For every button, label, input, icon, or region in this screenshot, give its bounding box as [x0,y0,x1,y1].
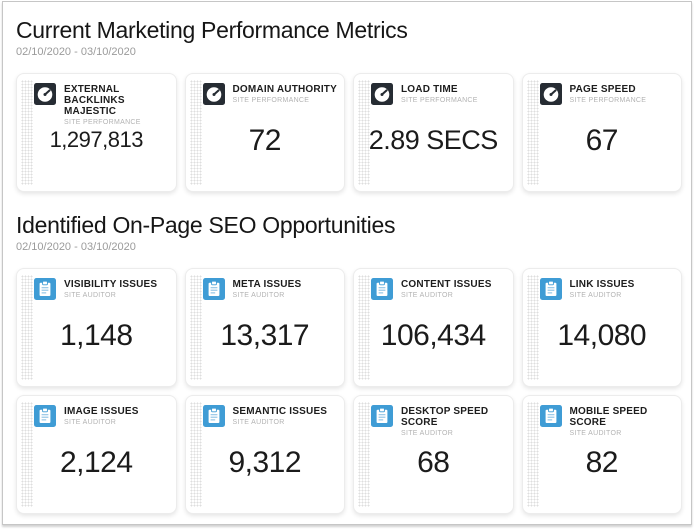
drag-handle[interactable] [526,80,539,185]
metric-source: SITE AUDITOR [232,419,285,426]
clipboard-icon [371,278,393,300]
drag-handle[interactable] [526,275,539,380]
clipboard-icon [34,405,56,427]
date-range: 02/10/2020 - 03/10/2020 [16,241,136,253]
metric-source: SITE AUDITOR [569,292,622,299]
metric-title: VISIBILITY ISSUES [64,279,158,290]
clipboard-icon [371,405,393,427]
drag-handle[interactable] [21,80,33,185]
metric-title: DOMAIN AUTHORITY [232,84,337,95]
metric-title: EXTERNAL BACKLINKS MAJESTIC [64,84,125,117]
metric-source: SITE AUDITOR [232,292,285,299]
clipboard-icon [540,278,562,300]
metric-value: 67 [585,124,619,157]
card-header: PAGE SPEED SITE PERFORMANCE [540,83,677,105]
gauge-icon [203,83,225,105]
card-header: CONTENT ISSUES SITE AUDITOR [371,278,508,300]
card-meta-issues[interactable]: META ISSUES SITE AUDITOR 13,317 [184,268,345,387]
card-visibility-issues[interactable]: VISIBILITY ISSUES SITE AUDITOR 1,148 [16,268,177,387]
gauge-icon [34,83,56,105]
card-link-issues[interactable]: LINK ISSUES SITE AUDITOR 14,080 [521,268,682,387]
section-title: Identified On-Page SEO Opportunities [16,212,396,238]
metric-value: 68 [417,446,450,479]
drag-handle[interactable] [189,275,202,380]
card-header: IMAGE ISSUES SITE AUDITOR [34,405,171,427]
card-header: LINK ISSUES SITE AUDITOR [540,278,677,300]
metric-title: LOAD TIME [401,84,458,95]
metric-title: LINK ISSUES [569,279,635,290]
clipboard-icon [203,405,225,427]
metric-title: META ISSUES [232,279,302,290]
metric-source: SITE PERFORMANCE [232,97,310,104]
drag-handle[interactable] [358,275,370,380]
metric-source: SITE AUDITOR [401,292,454,299]
metric-title: MOBILE SPEED SCORE [569,406,648,428]
metric-value: 82 [585,446,619,479]
drag-handle[interactable] [358,402,370,507]
metric-value: 9,312 [228,446,302,479]
clipboard-icon [203,278,225,300]
section-performance-metrics: Current Marketing Performance Metrics 02… [16,16,682,192]
metric-value: 2.89 SECS [368,125,499,155]
drag-handle[interactable] [21,275,33,380]
section-title: Current Marketing Performance Metrics [16,17,408,43]
card-load-time[interactable]: LOAD TIME SITE PERFORMANCE 2.89 SECS [353,73,514,192]
card-header: DESKTOP SPEED SCORE SITE AUDITOR [371,405,508,437]
metric-source: SITE PERFORMANCE [401,97,478,104]
section-seo-opportunities: Identified On-Page SEO Opportunities 02/… [16,211,682,514]
card-semantic-issues[interactable]: SEMANTIC ISSUES SITE AUDITOR 9,312 [184,395,345,514]
card-header: META ISSUES SITE AUDITOR [203,278,340,300]
metric-title: SEMANTIC ISSUES [232,406,328,417]
metric-value: 1,297,813 [49,127,144,152]
card-header: DOMAIN AUTHORITY SITE PERFORMANCE [203,83,340,105]
metric-value: 1,148 [59,319,133,352]
metric-source: SITE PERFORMANCE [569,97,647,104]
metric-value: 106,434 [380,319,486,352]
gauge-icon [540,83,562,105]
drag-handle[interactable] [21,402,33,507]
metric-value: 72 [248,124,282,157]
metric-title: IMAGE ISSUES [64,406,139,417]
drag-handle[interactable] [358,80,370,185]
metric-source: SITE AUDITOR [64,292,117,299]
clipboard-icon [34,278,56,300]
drag-handle[interactable] [526,402,539,507]
metric-source: SITE AUDITOR [64,419,117,426]
card-header: LOAD TIME SITE PERFORMANCE [371,83,508,105]
date-range: 02/10/2020 - 03/10/2020 [16,46,136,58]
card-header: MOBILE SPEED SCORE SITE AUDITOR [540,405,677,437]
card-page-speed[interactable]: PAGE SPEED SITE PERFORMANCE 67 [521,73,682,192]
metric-value: 13,317 [220,319,310,352]
drag-handle[interactable] [189,402,202,507]
metric-source: SITE PERFORMANCE [64,119,141,126]
card-header: SEMANTIC ISSUES SITE AUDITOR [203,405,340,427]
card-image-issues[interactable]: IMAGE ISSUES SITE AUDITOR 2,124 [16,395,177,514]
metrics-grid: EXTERNAL BACKLINKS MAJESTIC SITE PERFORM… [16,73,682,192]
metric-value: 2,124 [59,446,133,479]
report-page: Current Marketing Performance Metrics 02… [3,2,691,514]
metric-title: DESKTOP SPEED SCORE [401,406,489,428]
metric-value: 14,080 [557,319,647,352]
drag-handle[interactable] [189,80,202,185]
metric-source: SITE AUDITOR [401,430,454,437]
clipboard-icon [540,405,562,427]
card-domain-authority[interactable]: DOMAIN AUTHORITY SITE PERFORMANCE 72 [184,73,345,192]
seo-grid: VISIBILITY ISSUES SITE AUDITOR 1,148 MET… [16,268,682,514]
card-header: EXTERNAL BACKLINKS MAJESTIC SITE PERFORM… [34,83,171,126]
card-header: VISIBILITY ISSUES SITE AUDITOR [34,278,171,300]
card-content-issues[interactable]: CONTENT ISSUES SITE AUDITOR 106,434 [353,268,514,387]
metric-title: CONTENT ISSUES [401,279,492,290]
metric-source: SITE AUDITOR [569,430,622,437]
gauge-icon [371,83,393,105]
card-external-backlinks[interactable]: EXTERNAL BACKLINKS MAJESTIC SITE PERFORM… [16,73,177,192]
card-mobile-speed-score[interactable]: MOBILE SPEED SCORE SITE AUDITOR 82 [521,395,682,514]
card-desktop-speed-score[interactable]: DESKTOP SPEED SCORE SITE AUDITOR 68 [353,395,514,514]
metric-title: PAGE SPEED [569,84,636,95]
